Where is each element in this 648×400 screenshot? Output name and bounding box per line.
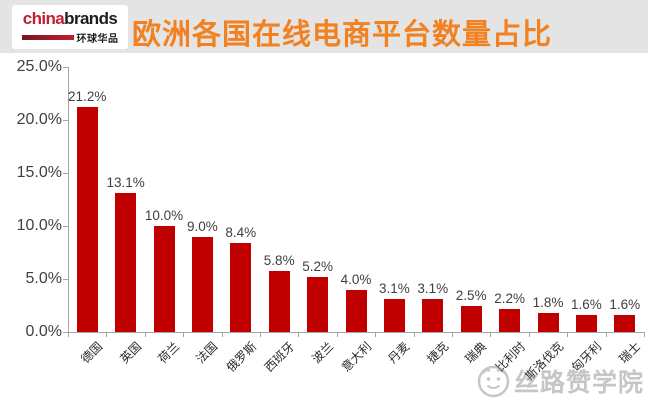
x-axis-category-label: 荷兰 [155,339,183,367]
x-axis-category-label: 俄罗斯 [223,339,260,375]
x-axis-tick [567,332,569,337]
logo-wordmark: chinabrands [22,8,118,28]
watermark-text: 丝路赞学院 [513,369,644,397]
x-axis-category-label: 丹麦 [385,339,413,367]
y-axis-label: 10.0% [16,217,62,234]
x-axis-line [68,332,645,333]
bar [614,315,636,332]
bar-chart: 0.0% 5.0% 10.0% 15.0% 20.0% 25.0% 21.2% 德国 13.1%… [0,53,648,400]
bar [345,289,367,332]
y-axis-tick [63,226,68,227]
bar-value-label: 5.8% [263,252,295,268]
x-axis-tick [605,332,607,337]
bar [307,276,329,332]
y-axis-tick [63,67,68,68]
y-axis-tick [63,120,68,121]
logo-red-bar-icon [21,34,74,40]
watermark: 丝路赞学院 [477,363,644,399]
bar [230,242,252,332]
bar-value-label: 2.5% [455,287,487,303]
x-axis-tick [452,332,453,337]
bar-value-label: 4.0% [340,271,372,287]
x-axis-category-label: 波兰 [308,339,336,367]
x-axis-tick [336,332,338,337]
logo-subline: 环球华品 [21,30,119,45]
chart-title: 欧洲各国在线电商平台数量占比 [132,19,553,51]
x-axis-tick [106,332,108,337]
bar-value-label: 21.2% [68,89,107,105]
x-axis-tick [413,332,415,337]
x-axis-tick [221,332,223,337]
bar-value-label: 5.2% [302,258,333,274]
y-axis-tick [63,279,68,280]
x-axis-tick [68,332,69,337]
bar [460,305,482,332]
y-axis-label: 15.0% [16,164,62,181]
chinabrands-logo: chinabrands 环球华品 [12,5,128,49]
bar-value-label: 2.2% [494,290,525,306]
bar [499,308,521,332]
bar-value-label: 3.1% [417,281,449,297]
x-axis-tick [644,332,645,337]
x-axis-tick [260,332,261,337]
bar [115,193,137,332]
bar-value-label: 10.0% [144,208,184,223]
x-axis-tick [298,332,300,337]
bar [268,270,290,332]
x-axis-tick [528,332,530,337]
bar-value-label: 1.6% [609,297,641,313]
x-axis-category-label: 英国 [116,339,144,367]
bar [575,315,597,332]
bar-value-label: 8.4% [225,224,257,240]
x-axis-tick [375,332,377,337]
bar [153,226,175,332]
y-axis-label: 20.0% [16,111,62,128]
y-axis-tick [63,332,68,333]
bar-value-label: 1.6% [571,297,602,313]
watermark-mascot-icon [477,365,510,397]
header-band: chinabrands 环球华品 欧洲各国在线电商平台数量占比 [0,0,648,53]
logo-tagline: 环球华品 [76,33,119,45]
bar [537,312,559,332]
logo-word-china: china [22,8,65,28]
y-axis-label: 0.0% [25,323,62,340]
x-axis-category-label: 捷克 [424,339,452,367]
y-axis-line [68,67,69,333]
logo-word-brands: brands [64,8,118,28]
y-axis-label: 5.0% [25,270,62,287]
bar-value-label: 9.0% [187,218,218,234]
bar-value-label: 13.1% [106,175,145,191]
bar-value-label: 1.8% [532,294,564,310]
bar-value-label: 3.1% [379,281,410,297]
x-axis-category-label: 西班牙 [262,339,298,375]
x-axis-tick [144,332,146,337]
x-axis-tick [490,332,492,337]
y-axis-tick [63,173,68,174]
x-axis-category-label: 德国 [78,339,106,367]
bar [191,236,213,332]
bar [76,107,98,332]
bar [383,299,405,332]
x-axis-category-label: 意大利 [338,339,375,375]
x-axis-category-label: 法国 [193,339,221,367]
bar [422,299,444,332]
x-axis-tick [183,332,185,337]
y-axis-label: 25.0% [16,58,62,75]
